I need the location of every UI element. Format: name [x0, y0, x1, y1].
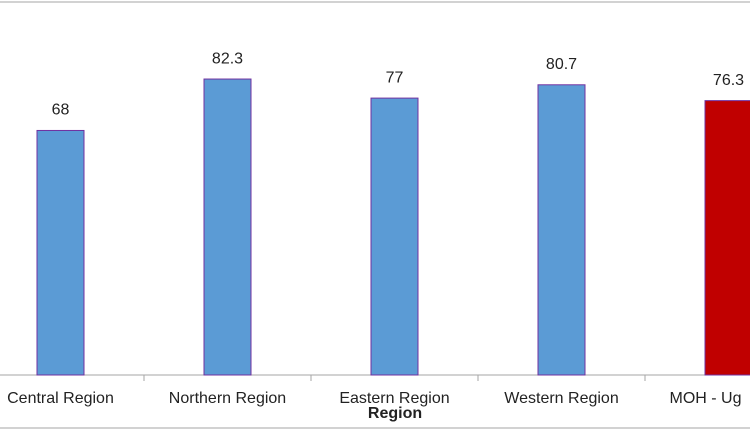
bar — [370, 97, 419, 376]
x-tick-label: MOH - Ug — [670, 390, 742, 407]
bar — [36, 129, 85, 376]
bar — [537, 84, 586, 376]
x-axis-title: Region — [368, 405, 422, 422]
value-label: 68 — [52, 102, 70, 119]
bar — [704, 100, 750, 376]
bar — [203, 78, 252, 376]
value-label: 76.3 — [713, 72, 744, 89]
value-label: 77 — [386, 69, 404, 86]
x-tick-label: Eastern Region — [339, 390, 449, 407]
x-tick-label: Central Region — [7, 390, 114, 407]
x-tick-label: Western Region — [504, 390, 618, 407]
value-label: 82.3 — [212, 50, 243, 67]
x-tick-label: Northern Region — [169, 390, 286, 407]
value-label: 80.7 — [546, 56, 577, 73]
